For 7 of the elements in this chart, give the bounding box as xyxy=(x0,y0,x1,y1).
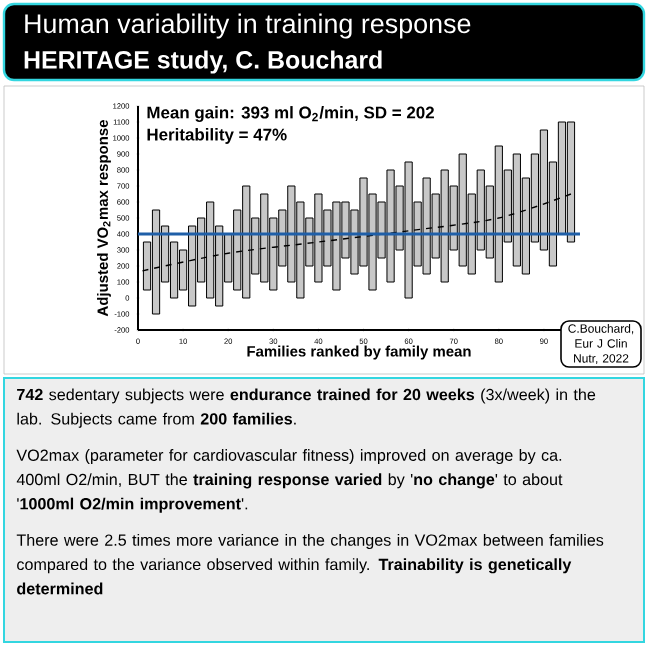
text: VO2max (parameter for cardiovascular fitness) improved on average by ca. 400ml O2/min, BUT the training response varied by 'no change' to about '1000ml O2/min improvement'. xyxy=(16,449,563,513)
chart-subtitle: HERITAGE study, C. Bouchard xyxy=(24,50,382,74)
annotation: Heritability = 47% xyxy=(147,128,287,144)
text: Mean gain: 393 ml O$_{2}$/min, SD = 202 xyxy=(147,106,434,122)
text: 742 sedentary subjects were endurance trained for 20 weeks (3x/week) in the lab. Subjects came from 200 families. xyxy=(17,388,596,428)
chart-title: Human variability in training response xyxy=(25,13,471,39)
text: There were 2.5 times more variance in the changes in VO2max between families compared to the variance observed within family. Trainability is genetically determined xyxy=(16,533,604,595)
